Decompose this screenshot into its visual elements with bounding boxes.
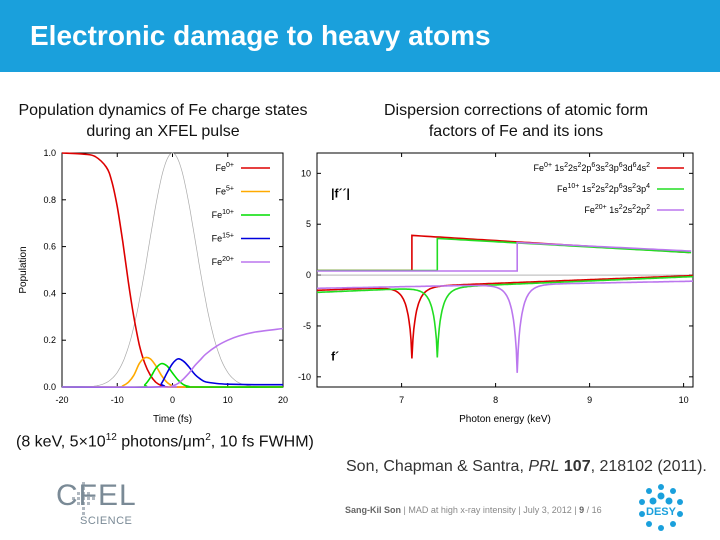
x-tick-label: 10 [223, 395, 233, 405]
series-line-fe15plus [61, 358, 283, 389]
fpp-annotation: |f´´| [331, 187, 350, 201]
citation-volume: 107 [563, 458, 591, 475]
fpp-line-fe0plus [317, 234, 690, 272]
legend-label-fe10plus: Fe10+ [212, 209, 234, 220]
legend-label-fe15plus: Fe15+ [212, 233, 234, 244]
fp-annotation: f´ [331, 349, 339, 363]
x-tick-label: -20 [55, 395, 68, 405]
footer: Sang-Kil Son | MAD at high x-ray intensi… [345, 505, 602, 515]
footer-author: Sang-Kil Son [345, 505, 401, 515]
fpp-line-fe10plus [317, 237, 692, 272]
fp-line-fe0plus [317, 274, 693, 359]
y-tick-label: 0 [306, 270, 311, 280]
slide-title: Electronic damage to heavy atoms [30, 20, 491, 51]
series-line-fe10plus [61, 362, 284, 388]
footer-total: / 16 [584, 505, 602, 515]
y-tick-label: 0.4 [43, 288, 56, 298]
citation: Son, Chapman & Santra, PRL 107, 218102 (… [346, 458, 707, 476]
params-unit: photons/μm [116, 433, 206, 451]
legend-label-fe0plus: Fe0+ 1s22s22p63s23p63d64s2 [534, 162, 651, 173]
params-prefix: (8 keV, 5×10 [16, 433, 106, 451]
series-line-fe20plus [61, 327, 284, 388]
series-line-fe0plus [61, 152, 284, 388]
x-tick-label: -10 [111, 395, 124, 405]
y-tick-label: 0.6 [43, 242, 56, 252]
x-tick-label: 8 [493, 395, 498, 405]
x-axis-label: Time (fs) [153, 414, 192, 425]
footer-info: | MAD at high x-ray intensity | July 3, … [401, 505, 580, 515]
fpp-line-fe20plus [317, 241, 692, 272]
x-tick-label: 9 [587, 395, 592, 405]
y-tick-label: 10 [301, 168, 311, 178]
pulse-parameters: (8 keV, 5×1012 photons/μm2, 10 fs FWHM) [16, 432, 314, 451]
params-exponent-2: 2 [205, 432, 211, 443]
y-tick-label: -10 [298, 372, 311, 382]
desy-label: DESY [646, 506, 677, 518]
x-tick-label: 10 [679, 395, 689, 405]
legend-label-fe0plus: Fe0+ [216, 162, 235, 173]
y-tick-label: 0.8 [43, 195, 56, 205]
right-chart-title: Dispersion corrections of atomic form fa… [383, 102, 649, 140]
footer-page: 9 [579, 505, 585, 515]
y-axis-label: Population [18, 246, 29, 293]
y-tick-label: -5 [303, 321, 311, 331]
title-bar: Electronic damage to heavy atoms [0, 0, 720, 72]
citation-journal: PRL [528, 458, 560, 475]
y-tick-label: 1.0 [43, 148, 56, 158]
x-tick-label: 20 [278, 395, 288, 405]
y-tick-label: 0.0 [43, 382, 56, 392]
citation-rest: , 218102 (2011). [590, 458, 707, 475]
cfel-logo-sub: SCIENCE [80, 515, 133, 527]
citation-authors: Son, Chapman & Santra, [346, 458, 529, 475]
x-axis-label: Photon energy (keV) [459, 414, 551, 425]
y-tick-label: 5 [306, 219, 311, 229]
desy-logo: DESY [639, 484, 683, 531]
x-tick-label: 7 [399, 395, 404, 405]
legend-label-fe20plus: Fe20+ [212, 256, 234, 267]
left-chart-title: Population dynamics of Fe charge states … [18, 102, 308, 140]
y-tick-label: 0.2 [43, 335, 56, 345]
x-tick-label: 0 [170, 395, 175, 405]
cfel-logo-text: CFEL [56, 479, 137, 512]
cfel-logo-mark [72, 482, 95, 515]
params-suffix: , 10 fs FWHM) [210, 433, 314, 451]
legend-label-fe10plus: Fe10+ 1s22s22p63s23p4 [557, 183, 650, 194]
legend-label-fe20plus: Fe20+ 1s22s22p2 [584, 204, 650, 215]
params-exponent: 12 [105, 432, 117, 443]
legend-label-fe5plus: Fe5+ [216, 186, 235, 197]
fp-line-fe20plus [317, 280, 693, 373]
fp-line-fe10plus [316, 275, 694, 358]
